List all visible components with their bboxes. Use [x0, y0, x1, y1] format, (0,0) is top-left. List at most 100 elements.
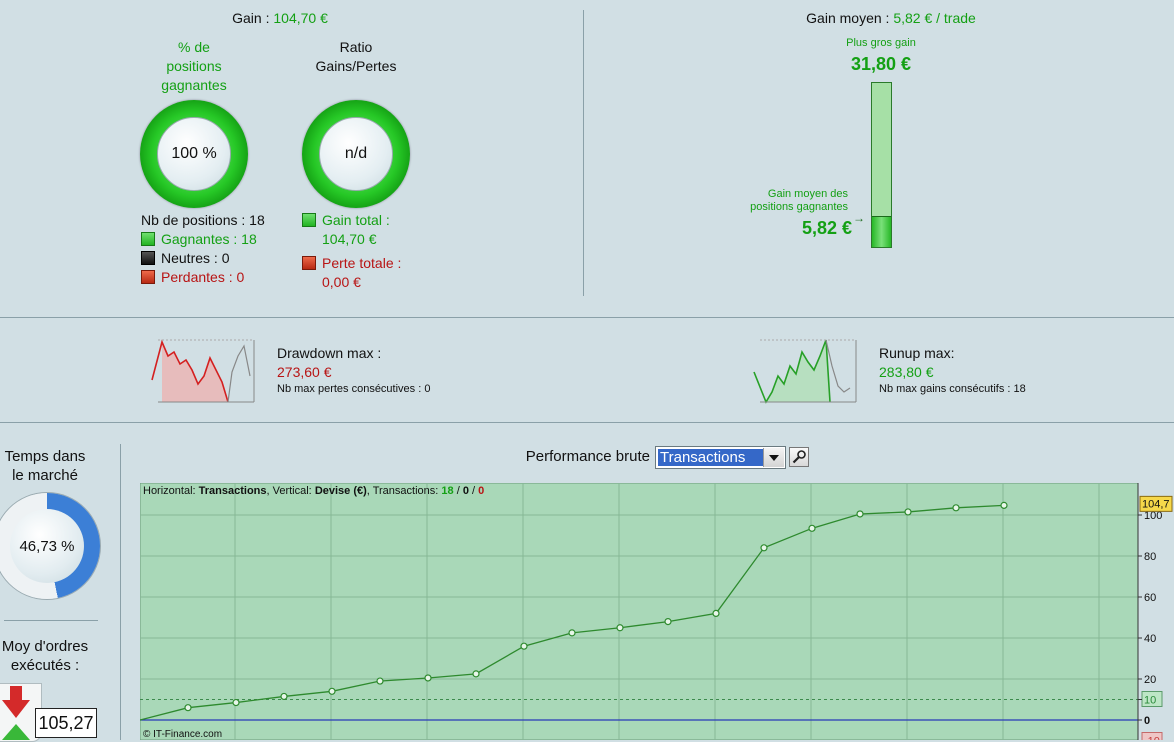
chart-tick-label: 10	[1144, 695, 1156, 707]
pct-winning-value: 100 %	[157, 117, 231, 191]
chart-point	[712, 609, 720, 617]
perte-totale-square-icon	[302, 256, 316, 270]
chart-t-sep2: /	[468, 485, 479, 497]
biggest-gain-label: Plus gros gain	[846, 37, 916, 49]
time-in-market-value: 46,73 %	[10, 509, 84, 583]
gain-moyen-summary: Gain moyen : 5,82 € / trade	[700, 10, 1082, 26]
time-in-market-label: Temps dans le marché	[4, 448, 86, 484]
perte-totale-label: Perte totale :	[322, 255, 402, 271]
arrow-right-icon: →	[853, 211, 865, 225]
chart-point	[232, 698, 240, 707]
chart-h-value: Transactions	[198, 485, 267, 497]
winning-square-icon	[141, 232, 155, 246]
positions-gagnantes: Gagnantes : 18	[161, 231, 257, 247]
pct-winning-title: % de positions gagnantes	[161, 39, 227, 93]
gain-total-label: Gain total :	[322, 212, 390, 228]
divider-2	[0, 422, 1174, 423]
chart-point	[184, 704, 192, 712]
chart-point	[904, 508, 912, 516]
chart-h-label: Horizontal:	[143, 485, 196, 497]
chart-last-value-label: 104,7	[1142, 498, 1170, 510]
chart-header: Horizontal: Transactions, Vertical: Devi…	[143, 485, 484, 497]
chart-point	[808, 524, 816, 532]
runup-value: 283,80 €	[879, 364, 934, 380]
orders-label: Moy d'ordres exécutés :	[1, 638, 89, 674]
ratio-donut: n/d	[302, 100, 410, 208]
gain-label: Gain :	[232, 10, 270, 26]
wrench-settings-button[interactable]	[789, 447, 809, 467]
chart-point	[568, 629, 576, 637]
bottom-vertical-divider	[120, 444, 121, 740]
gain-value: 104,70 €	[273, 10, 328, 26]
chart-last-value-box	[1139, 495, 1173, 512]
chart-point	[520, 642, 528, 650]
runup-mini-chart	[753, 339, 857, 404]
chart-tick-label: 0	[1144, 715, 1150, 727]
runup-label: Runup max:	[879, 345, 955, 361]
chart-tick-label: 40	[1144, 633, 1156, 645]
chart-t-sep1: /	[453, 485, 463, 497]
drawdown-value: 273,60 €	[277, 364, 332, 380]
chart-point	[328, 687, 336, 695]
divider-1	[0, 317, 1174, 318]
chart-tick-label: 60	[1144, 592, 1156, 604]
chart-tick-label: 100	[1144, 510, 1162, 522]
chart-v-value: Devise (€)	[314, 485, 367, 497]
runup-sub: Nb max gains consécutifs : 18	[879, 383, 1026, 395]
runup-info: Runup max: 283,80 € Nb max gains consécu…	[879, 344, 1026, 397]
chart-point	[472, 670, 480, 678]
footer-copyright: © IT-Finance.com	[143, 729, 223, 740]
performance-select[interactable]: Transactions	[655, 446, 786, 469]
green-up-arrow-icon	[2, 724, 30, 740]
chart-t-neutral: 0	[462, 485, 469, 497]
chart-tick-label: -10	[1144, 736, 1160, 741]
drawdown-mini-chart	[151, 339, 255, 403]
positions-neutres: Neutres : 0	[161, 250, 230, 266]
neutral-square-icon	[141, 251, 155, 265]
chart-plot-area	[140, 483, 1139, 740]
losing-square-icon	[141, 270, 155, 284]
chart-point	[760, 544, 768, 552]
chart-point	[376, 677, 384, 685]
chart-v-label: , Vertical:	[266, 485, 312, 497]
gain-bar	[871, 82, 892, 248]
chart-t-lose: 0	[478, 485, 485, 497]
left-column-divider	[4, 620, 98, 621]
gain-moyen-value: 5,82 € / trade	[893, 10, 976, 26]
time-in-market-donut: 46,73 %	[0, 493, 100, 599]
red-down-arrow-icon	[2, 686, 30, 718]
performance-label: Performance brute	[525, 448, 650, 465]
gain-summary: Gain : 104,70 €	[0, 10, 560, 26]
chart-point	[424, 674, 432, 682]
gain-bar-fill	[872, 216, 891, 247]
gain-moyen-label: Gain moyen :	[806, 10, 890, 26]
chart-tick-label: 80	[1144, 551, 1156, 563]
biggest-gain-value: 31,80 €	[850, 54, 912, 74]
chart-point	[616, 624, 624, 632]
chart-point	[280, 692, 288, 701]
totals-list: Gain total : 104,70 € Perte totale : 0,0…	[302, 211, 401, 292]
drawdown-label: Drawdown max :	[277, 345, 382, 361]
chart-t-label: , Transactions:	[366, 485, 439, 497]
chart-t-win: 18	[441, 485, 454, 497]
ratio-title: Ratio Gains/Pertes	[315, 39, 397, 74]
performance-select-value: Transactions	[658, 449, 766, 466]
drawdown-sub: Nb max pertes consécutives : 0	[277, 383, 431, 395]
drawdown-info: Drawdown max : 273,60 € Nb max pertes co…	[277, 344, 430, 397]
orders-value: 105,27	[35, 708, 97, 738]
ratio-value: n/d	[319, 117, 393, 191]
positions-perdantes: Perdantes : 0	[161, 269, 245, 285]
pct-winning-donut: 100 %	[140, 100, 248, 208]
chart-point	[1000, 501, 1008, 509]
positions-list: Nb de positions : 18 Gagnantes : 18 Neut…	[141, 211, 265, 287]
chevron-down-icon[interactable]	[763, 448, 784, 467]
top-vertical-divider	[583, 10, 584, 296]
avg-win-label: Gain moyen des positions gagnantes	[750, 188, 848, 213]
chart-point	[664, 618, 672, 626]
chart-point	[952, 504, 960, 512]
chart-tick-label: 20	[1144, 674, 1156, 686]
gain-total-value: 104,70 €	[322, 231, 377, 247]
avg-win-value: 5,82 €	[801, 218, 852, 238]
positions-total: Nb de positions : 18	[141, 212, 265, 228]
